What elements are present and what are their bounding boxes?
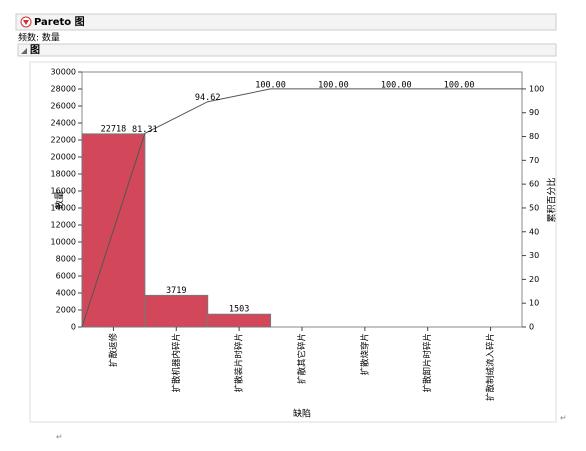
y-tick-label: 4000 xyxy=(56,289,76,298)
y-tick-label: 20000 xyxy=(51,153,76,162)
y-tick-label: 2000 xyxy=(56,306,76,315)
y-tick-label: 0 xyxy=(71,323,76,332)
y2-tick-label: 30 xyxy=(529,251,539,260)
y2-tick-label: 70 xyxy=(529,156,539,165)
y2-tick-label: 40 xyxy=(529,227,539,236)
report-title: Pareto 图 xyxy=(34,16,85,28)
y2-tick-label: 100 xyxy=(529,84,544,93)
cumulative-label: 94.62 xyxy=(195,93,221,103)
y-tick-label: 14000 xyxy=(51,204,76,213)
cumulative-label: 100.00 xyxy=(255,80,286,90)
y-tick-label: 28000 xyxy=(51,85,76,94)
title-bar xyxy=(15,13,557,31)
y-tick-label: 26000 xyxy=(51,102,76,111)
x-tick-label: 扩散制绒流入碎片 xyxy=(485,333,496,401)
x-tick-label: 扩散卸片时碎片 xyxy=(422,333,433,393)
cumulative-label: 100.00 xyxy=(318,80,349,90)
y-tick-label: 18000 xyxy=(51,170,76,179)
y-tick-label: 16000 xyxy=(51,187,76,196)
x-tick-label: 扩散其它碎片 xyxy=(297,333,308,384)
y-tick-label: 10000 xyxy=(51,238,76,247)
y-tick-label: 30000 xyxy=(51,68,76,77)
x-tick-label: 扩散装片时碎片 xyxy=(234,333,245,393)
y2-tick-label: 10 xyxy=(529,299,539,308)
y-tick-label: 24000 xyxy=(51,119,76,128)
y2-tick-label: 80 xyxy=(529,132,539,141)
section-title: 图 xyxy=(30,44,40,56)
y-axis-label: 数量 xyxy=(54,191,66,209)
frequency-label: 频数: 数量 xyxy=(18,32,60,44)
bar xyxy=(144,294,209,328)
disclosure-arrow xyxy=(23,20,29,25)
bar xyxy=(207,313,272,328)
y2-tick-label: 0 xyxy=(529,323,534,332)
y2-axis-label: 累积百分比 xyxy=(546,177,558,222)
cumulative-label: 100.00 xyxy=(444,80,475,90)
x-tick-label: 扩散烧穿片 xyxy=(359,333,370,376)
section-bar xyxy=(17,43,557,57)
plot-area xyxy=(81,71,523,328)
y-tick-label: 8000 xyxy=(56,255,76,264)
paragraph-mark: ↵ xyxy=(560,414,567,423)
bar-label: 1503 xyxy=(229,305,249,315)
y2-tick-label: 90 xyxy=(529,108,539,117)
x-tick-label: 扩散机器内碎片 xyxy=(171,333,182,393)
y-tick-label: 6000 xyxy=(56,272,76,281)
bar-label: 22718 xyxy=(101,124,127,134)
paragraph-mark: ↵ xyxy=(56,433,63,442)
cumulative-label: 100.00 xyxy=(381,80,412,90)
y2-tick-label: 60 xyxy=(529,180,539,189)
x-axis-label: 缺陷 xyxy=(293,408,311,420)
y2-tick-label: 20 xyxy=(529,275,539,284)
y2-tick-label: 50 xyxy=(529,203,539,212)
cumulative-label: 81.31 xyxy=(132,125,158,135)
cumulative-line xyxy=(81,88,522,328)
y-tick-label: 12000 xyxy=(51,221,76,230)
bar-label: 3719 xyxy=(166,286,186,296)
y-tick-label: 22000 xyxy=(51,136,76,145)
section-toggle[interactable] xyxy=(21,48,27,54)
x-tick-label: 扩散返修 xyxy=(108,333,119,368)
